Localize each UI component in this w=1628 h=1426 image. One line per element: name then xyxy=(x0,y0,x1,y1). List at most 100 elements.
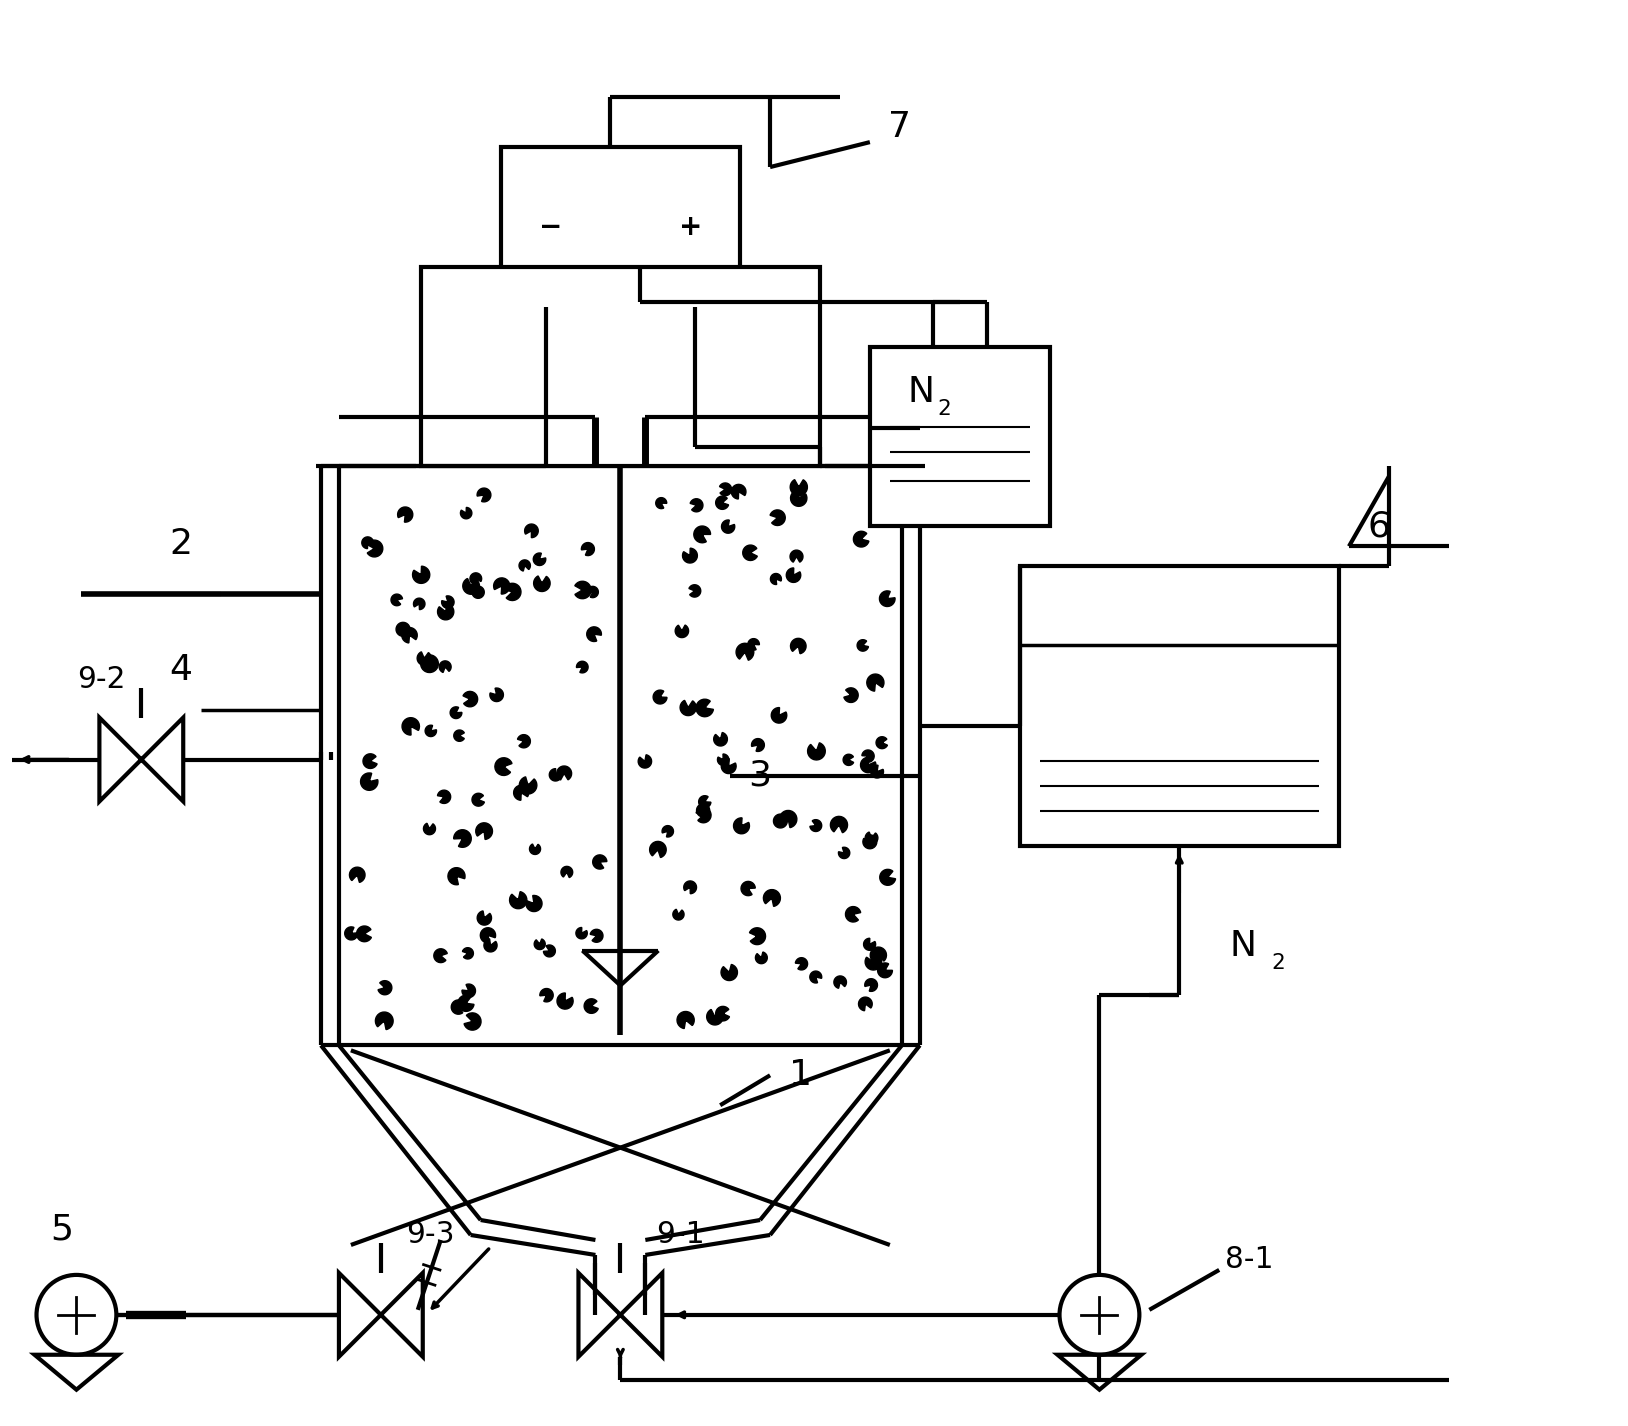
Wedge shape xyxy=(557,992,573,1010)
Wedge shape xyxy=(529,844,540,854)
Wedge shape xyxy=(707,1010,723,1025)
Wedge shape xyxy=(438,790,451,803)
Wedge shape xyxy=(653,690,667,704)
Text: 9-3: 9-3 xyxy=(407,1221,454,1249)
Wedge shape xyxy=(864,978,877,991)
Wedge shape xyxy=(396,622,410,636)
Wedge shape xyxy=(549,769,562,781)
Wedge shape xyxy=(871,766,884,779)
Wedge shape xyxy=(524,523,539,538)
Wedge shape xyxy=(786,568,801,582)
Wedge shape xyxy=(510,891,527,908)
Wedge shape xyxy=(838,847,850,858)
Wedge shape xyxy=(397,508,414,522)
Wedge shape xyxy=(689,585,700,597)
Wedge shape xyxy=(690,499,703,512)
Wedge shape xyxy=(830,817,848,833)
Bar xyxy=(1019,566,1338,846)
Wedge shape xyxy=(441,596,454,609)
Wedge shape xyxy=(425,726,436,737)
Wedge shape xyxy=(544,945,555,957)
Wedge shape xyxy=(391,595,402,606)
Wedge shape xyxy=(457,995,474,1011)
Wedge shape xyxy=(770,573,781,585)
Text: 8-1: 8-1 xyxy=(1224,1245,1273,1275)
Wedge shape xyxy=(505,583,521,600)
Text: 9-1: 9-1 xyxy=(656,1221,705,1249)
Wedge shape xyxy=(412,566,430,583)
Wedge shape xyxy=(809,820,822,831)
Wedge shape xyxy=(764,890,780,907)
Wedge shape xyxy=(721,964,737,981)
Wedge shape xyxy=(834,975,847,988)
Wedge shape xyxy=(755,953,767,964)
Wedge shape xyxy=(864,954,882,970)
Wedge shape xyxy=(694,526,710,543)
Wedge shape xyxy=(464,1012,480,1030)
Wedge shape xyxy=(360,773,378,790)
Wedge shape xyxy=(462,579,479,595)
Wedge shape xyxy=(448,867,466,884)
Wedge shape xyxy=(697,804,710,817)
Wedge shape xyxy=(357,925,371,941)
Wedge shape xyxy=(638,754,651,769)
Wedge shape xyxy=(721,759,736,773)
Wedge shape xyxy=(557,766,571,780)
Wedge shape xyxy=(734,819,749,834)
Wedge shape xyxy=(845,907,861,923)
Wedge shape xyxy=(480,928,495,943)
Wedge shape xyxy=(576,927,588,938)
Text: 3: 3 xyxy=(749,759,772,793)
Wedge shape xyxy=(684,881,697,894)
Wedge shape xyxy=(363,754,378,769)
Wedge shape xyxy=(514,786,529,800)
Wedge shape xyxy=(534,938,545,950)
Text: 2: 2 xyxy=(938,399,951,419)
Wedge shape xyxy=(752,739,765,752)
Text: 5: 5 xyxy=(50,1214,73,1246)
Wedge shape xyxy=(663,826,674,837)
Wedge shape xyxy=(472,586,484,599)
Wedge shape xyxy=(591,930,602,943)
Wedge shape xyxy=(593,856,607,868)
Wedge shape xyxy=(438,603,454,620)
Wedge shape xyxy=(747,639,759,650)
Text: 9-2: 9-2 xyxy=(77,665,125,694)
Wedge shape xyxy=(656,498,667,509)
Wedge shape xyxy=(534,576,550,592)
Text: 2: 2 xyxy=(1271,953,1284,973)
Wedge shape xyxy=(858,997,873,1011)
Wedge shape xyxy=(698,796,711,809)
Wedge shape xyxy=(451,707,462,719)
Wedge shape xyxy=(863,938,876,950)
Wedge shape xyxy=(796,958,807,970)
Wedge shape xyxy=(790,550,803,562)
Wedge shape xyxy=(716,496,729,509)
Wedge shape xyxy=(791,639,806,653)
Text: N: N xyxy=(1229,928,1257,963)
Wedge shape xyxy=(676,625,689,637)
Wedge shape xyxy=(742,545,757,560)
Text: −: − xyxy=(539,212,562,241)
Wedge shape xyxy=(716,1007,729,1021)
Text: N: N xyxy=(908,375,934,409)
Wedge shape xyxy=(588,586,599,597)
Wedge shape xyxy=(749,928,765,944)
Wedge shape xyxy=(697,699,713,717)
Wedge shape xyxy=(843,754,853,766)
Wedge shape xyxy=(581,542,594,556)
Wedge shape xyxy=(575,582,591,599)
Wedge shape xyxy=(677,1011,694,1028)
Wedge shape xyxy=(843,687,858,703)
Wedge shape xyxy=(475,823,492,840)
Wedge shape xyxy=(440,660,451,673)
Wedge shape xyxy=(856,640,868,652)
Text: 4: 4 xyxy=(169,653,192,687)
Wedge shape xyxy=(402,717,420,734)
Wedge shape xyxy=(470,573,482,585)
Wedge shape xyxy=(790,479,807,496)
Wedge shape xyxy=(861,757,876,773)
Wedge shape xyxy=(770,511,785,526)
Wedge shape xyxy=(454,730,464,742)
Wedge shape xyxy=(718,754,729,766)
